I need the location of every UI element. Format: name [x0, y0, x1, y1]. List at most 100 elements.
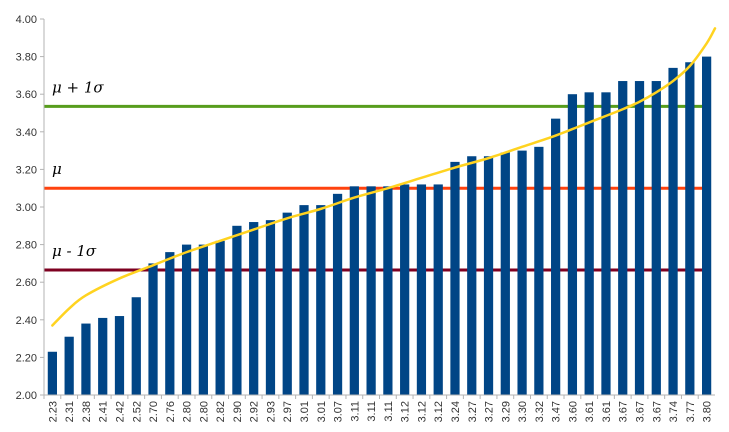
x-tick-label: 3.67 [618, 401, 630, 422]
y-tick-label: 3.00 [16, 202, 37, 214]
x-tick-label: 3.67 [651, 401, 663, 422]
mu-minus-1sigma-label: μ - 1σ [52, 242, 97, 260]
x-tick-label: 3.32 [534, 401, 546, 422]
bar [332, 193, 343, 395]
bar [349, 186, 359, 395]
x-tick-label: 2.42 [114, 401, 126, 422]
x-tick-label: 2.92 [249, 401, 261, 422]
x-tick-label: 3.61 [601, 401, 613, 422]
x-tick-label: 3.12 [400, 401, 412, 422]
bar [165, 252, 175, 395]
x-tick-label: 2.38 [81, 401, 93, 422]
bar [232, 225, 242, 395]
x-tick-label: 3.67 [635, 401, 647, 422]
bar [81, 323, 91, 395]
x-tick-label: 3.61 [584, 401, 596, 422]
bar [64, 336, 74, 395]
bar [198, 244, 208, 395]
bar [366, 186, 376, 395]
fit-curve-layer [51, 27, 717, 327]
x-tick-label: 2.97 [282, 401, 294, 422]
bars [47, 56, 712, 396]
bar [601, 92, 611, 395]
bar [534, 146, 544, 395]
bar [450, 161, 460, 395]
x-tick-label: 2.90 [232, 401, 244, 422]
x-tick-label: 3.11 [349, 401, 361, 422]
x-tick-label: 3.74 [668, 401, 680, 422]
bar [131, 297, 141, 395]
bar [634, 81, 645, 395]
bar [181, 244, 192, 395]
mu-label: μ [52, 160, 62, 178]
x-tick-label: 3.29 [500, 401, 512, 422]
x-tick-label: 2.93 [265, 401, 277, 422]
x-tick-label: 2.70 [148, 401, 160, 422]
x-tick-label: 2.80 [182, 401, 194, 422]
y-tick-label: 2.00 [16, 390, 37, 402]
axes [40, 18, 715, 399]
x-tick-label: 3.01 [316, 401, 328, 422]
y-tick-label: 3.40 [16, 127, 37, 139]
x-tick-label: 3.11 [366, 401, 378, 422]
bar [702, 56, 712, 395]
y-tick-label: 3.80 [16, 52, 37, 64]
y-tick-label: 3.20 [16, 164, 37, 176]
x-tick-label: 3.77 [685, 401, 697, 422]
x-tick-label: 3.24 [450, 401, 462, 422]
x-tick-label: 3.80 [702, 401, 714, 422]
bar [517, 150, 527, 395]
x-tick-label: 3.47 [551, 401, 563, 422]
bar [148, 263, 158, 395]
x-tick-label: 3.12 [433, 401, 445, 422]
bar [400, 184, 410, 395]
x-tick-label: 2.31 [64, 401, 76, 422]
x-tick-label: 2.23 [47, 401, 59, 422]
bar [114, 316, 125, 395]
x-tick-label: 3.27 [484, 401, 496, 422]
bar [668, 67, 678, 395]
bar [584, 92, 594, 395]
y-tick-label: 2.80 [16, 240, 37, 252]
mu-plus-1sigma-label: μ + 1σ [52, 78, 104, 96]
x-tick-label: 2.82 [215, 401, 227, 422]
bar [383, 186, 393, 395]
y-tick-label: 2.60 [16, 277, 37, 289]
x-tick-label: 3.01 [299, 401, 311, 422]
y-tick-label: 4.00 [16, 14, 37, 26]
y-tick-label: 2.20 [16, 352, 37, 364]
bar [215, 240, 225, 395]
bar [282, 212, 292, 395]
bar [316, 205, 326, 395]
x-tick-label: 3.27 [467, 401, 479, 422]
bar [416, 184, 427, 395]
bar [685, 62, 695, 396]
bar [483, 156, 494, 395]
x-tick-label: 2.80 [198, 401, 210, 422]
bar [47, 351, 57, 395]
y-axis-tick-labels: 2.00 2.20 2.40 2.60 2.80 3.00 3.20 3.40 3.60 3.80… [16, 14, 37, 402]
bar [551, 118, 561, 395]
x-tick-label: 3.07 [333, 401, 345, 422]
x-axis-tick-labels: 2.23 2.31 2.38 2.41 2.42 2.52 2.70 2.76 2.80 2.80… [47, 401, 713, 422]
bar [249, 222, 259, 395]
x-tick-label: 2.76 [165, 401, 177, 422]
x-tick-label: 3.30 [517, 401, 529, 422]
x-tick-label: 3.11 [383, 401, 395, 422]
bar [618, 81, 628, 395]
x-tick-label: 2.41 [98, 401, 110, 422]
x-tick-label: 3.12 [416, 401, 428, 422]
bar [567, 94, 578, 395]
x-tick-label: 2.52 [131, 401, 143, 422]
y-tick-label: 3.60 [16, 89, 37, 101]
y-tick-label: 2.40 [16, 315, 37, 327]
bar [467, 156, 477, 395]
reference-labels: μ + 1σ μ μ - 1σ [52, 78, 104, 260]
bar [500, 152, 510, 395]
x-tick-label: 3.60 [567, 401, 579, 422]
bar [265, 220, 276, 395]
bar [651, 81, 661, 395]
bar [433, 184, 443, 395]
